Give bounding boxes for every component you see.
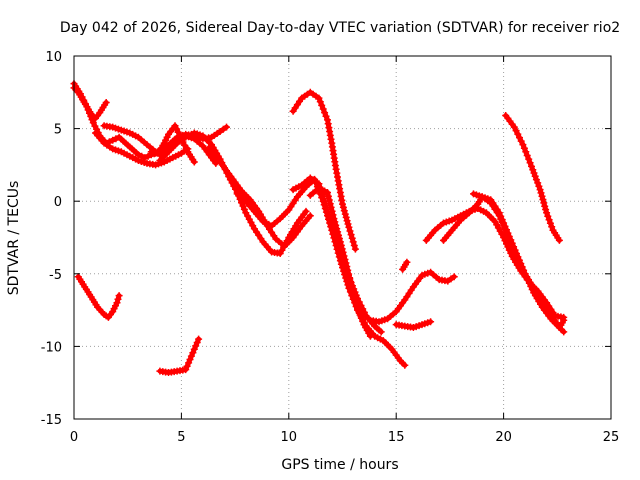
series-markers — [366, 268, 458, 326]
series-s3 — [92, 129, 192, 169]
series-s14 — [399, 258, 411, 273]
series-s20 — [156, 335, 203, 376]
series-markers — [156, 335, 203, 376]
series-s9 — [289, 88, 359, 253]
series-line — [503, 113, 562, 243]
x-tick-label: 25 — [603, 430, 620, 445]
data-series — [70, 80, 568, 376]
y-tick-label: -10 — [41, 340, 62, 355]
series-s17 — [470, 190, 568, 336]
series-s18 — [502, 112, 563, 244]
x-tick-label: 20 — [495, 430, 512, 445]
series-markers — [156, 129, 310, 257]
series-s6 — [156, 129, 310, 257]
y-tick-label: 0 — [54, 195, 62, 210]
series-s13 — [392, 318, 435, 331]
series-s11 — [306, 184, 374, 340]
chart-title: Day 042 of 2026, Sidereal Day-to-day VTE… — [60, 20, 620, 36]
series-markers — [70, 80, 220, 167]
series-s2 — [70, 80, 220, 167]
series-markers — [470, 190, 568, 336]
x-tick-label: 5 — [177, 430, 185, 445]
series-s8 — [233, 175, 409, 369]
series-markers — [392, 318, 435, 331]
series-markers — [74, 273, 123, 321]
series-markers — [92, 129, 192, 169]
y-axis-label: SDTVAR / TECUs — [6, 181, 22, 296]
y-tick-label: 10 — [45, 50, 62, 65]
axis-ticks: 0 5 10 15 20 25 -15 -10 -5 0 5 10 — [41, 50, 620, 445]
y-tick-label: -15 — [41, 413, 62, 428]
x-tick-label: 10 — [281, 430, 298, 445]
y-tick-label: 5 — [54, 123, 62, 138]
series-markers — [289, 88, 359, 253]
plot-frame — [73, 55, 612, 420]
series-markers — [502, 112, 563, 244]
series-markers — [399, 258, 411, 273]
series-markers — [306, 184, 374, 340]
series-s12 — [366, 268, 458, 326]
x-tick-label: 0 — [70, 430, 78, 445]
grid — [74, 56, 611, 419]
y-tick-label: -5 — [49, 268, 62, 283]
x-tick-label: 15 — [388, 430, 405, 445]
x-axis-label: GPS time / hours — [281, 457, 398, 473]
series-s19 — [74, 273, 123, 321]
series-markers — [233, 175, 409, 369]
